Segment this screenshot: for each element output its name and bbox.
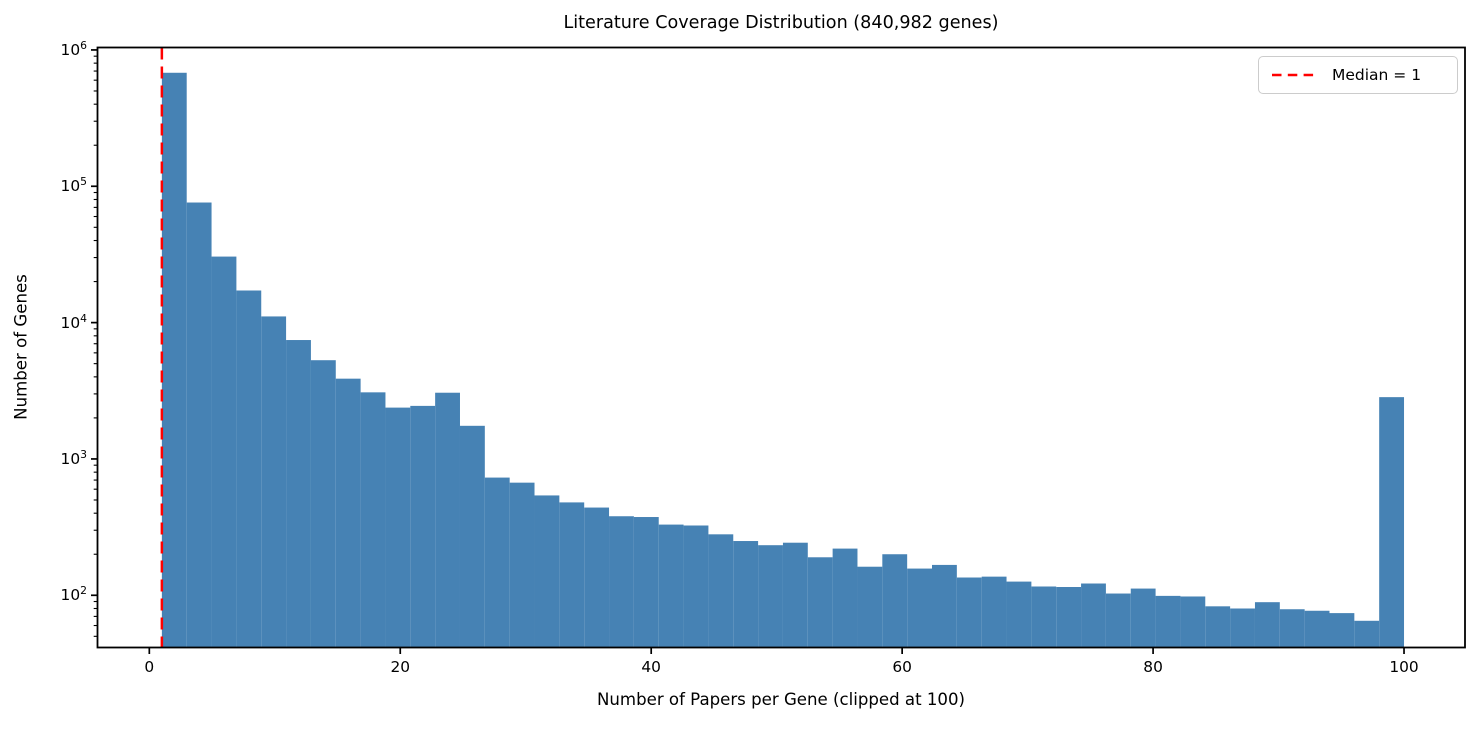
histogram-bar — [633, 517, 659, 648]
histogram-bar — [236, 290, 262, 648]
histogram-bar — [410, 405, 436, 648]
histogram-bar — [758, 545, 783, 648]
histogram-bar — [286, 340, 311, 648]
histogram-bar — [708, 534, 734, 648]
histogram-bar — [857, 566, 883, 648]
histogram-bar — [1105, 593, 1131, 648]
histogram-bar — [211, 256, 237, 648]
histogram-bar — [360, 392, 386, 648]
histogram-bar — [1279, 609, 1305, 648]
histogram-bar — [1304, 610, 1330, 648]
histogram-bar — [1354, 620, 1380, 648]
histogram-bar — [733, 541, 759, 648]
histogram-bar — [1180, 596, 1206, 648]
histogram-bar — [1329, 613, 1355, 648]
histogram-bar — [459, 425, 485, 648]
histogram-bar — [956, 577, 982, 648]
histogram-bar — [1230, 608, 1255, 648]
histogram-bar — [907, 568, 933, 648]
histogram-bar — [932, 564, 957, 648]
histogram-bar — [186, 202, 212, 648]
histogram-bar — [509, 482, 535, 648]
histogram-bar — [559, 502, 585, 648]
histogram-bar — [261, 316, 287, 648]
histogram-bar — [310, 360, 336, 648]
histogram-bar — [385, 407, 411, 648]
x-tick-label: 100 — [1389, 658, 1419, 676]
histogram-bar — [1056, 587, 1082, 648]
histogram-bar — [1155, 595, 1181, 648]
x-tick-label: 40 — [641, 658, 661, 676]
histogram-bar — [1379, 397, 1405, 648]
histogram-bar — [435, 392, 460, 648]
histogram-bar — [658, 524, 684, 648]
histogram-bar — [1254, 602, 1280, 648]
x-tick-label: 60 — [892, 658, 912, 676]
histogram-bar — [1031, 586, 1057, 648]
histogram-bar — [782, 542, 808, 648]
x-axis-label: Number of Papers per Gene (clipped at 10… — [596, 690, 966, 709]
y-tick-label: 106 — [60, 38, 87, 59]
histogram-bar — [807, 557, 833, 648]
legend: Median = 1 — [1258, 56, 1458, 94]
histogram-bar — [1205, 606, 1231, 648]
histogram-bars — [161, 72, 1405, 648]
histogram-bar — [1081, 583, 1106, 648]
histogram-bar — [584, 507, 610, 648]
y-tick-label: 102 — [60, 584, 87, 605]
histogram-bar — [534, 495, 560, 648]
histogram-bar — [832, 548, 858, 648]
axes-spines — [96, 46, 1466, 649]
histogram-bar — [484, 477, 510, 648]
histogram-bar — [683, 525, 709, 648]
y-tick-label: 104 — [60, 311, 87, 332]
x-tick-label: 0 — [144, 658, 155, 676]
histogram-bar — [609, 516, 634, 648]
histogram-bar — [1006, 581, 1032, 648]
chart-title: Literature Coverage Distribution (840,98… — [563, 13, 999, 33]
y-tick-label: 105 — [60, 175, 87, 196]
x-tick-label: 20 — [390, 658, 411, 676]
histogram-bar — [335, 378, 361, 648]
legend-label: Median = 1 — [1332, 66, 1422, 84]
axis-tick-marks — [91, 49, 1405, 654]
histogram-bar — [981, 576, 1007, 648]
legend-median-dash-icon — [1272, 73, 1316, 77]
x-tick-label: 80 — [1143, 658, 1163, 676]
histogram-bar — [161, 72, 187, 648]
histogram-bar — [882, 554, 908, 648]
histogram-bar — [1130, 588, 1156, 648]
y-tick-label: 103 — [60, 447, 87, 468]
